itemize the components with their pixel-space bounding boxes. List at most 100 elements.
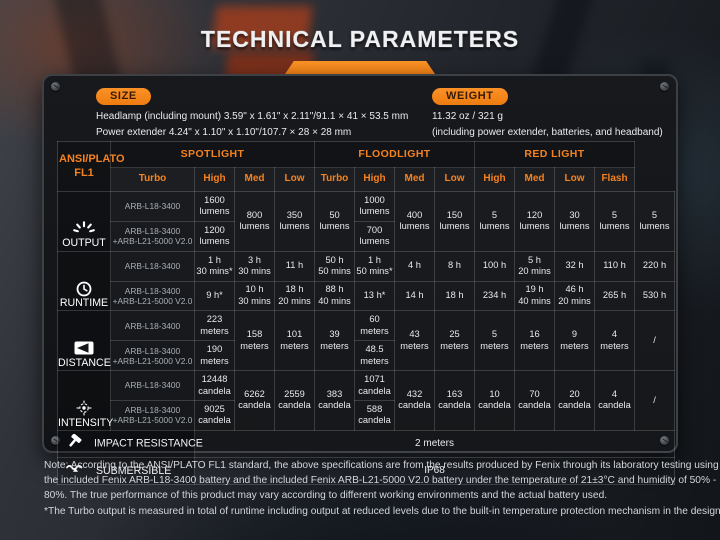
mode-header-cell: High (354, 167, 395, 192)
footnote-line: Note: According to the ANSI/PLATO FL1 st… (44, 460, 719, 471)
value-cell: 9 meters (554, 310, 595, 372)
value-cell: 10 candela (474, 370, 515, 431)
spec-table: ANSI/PLATO FL1 SPOTLIGHT FLOODLIGHT RED … (57, 141, 675, 485)
standard-header-cell: ANSI/PLATO FL1 (57, 141, 125, 192)
value-cell: 5 meters (474, 310, 515, 372)
value-cell: / (634, 310, 675, 372)
footnote-line: the included Fenix ARB-L18-3400 battery … (44, 475, 717, 487)
value-cell: 1 h 30 mins* (194, 250, 235, 282)
value-cell: 16 meters (514, 310, 555, 372)
submersible-text: SUBMERSIBLE (95, 464, 172, 477)
value-cell: 3 h 30 mins (234, 250, 275, 282)
value-cell: 5 lumens (594, 191, 635, 252)
section-label-intensity: INTENSITY (57, 370, 113, 431)
section-label-distance: DISTANCE (57, 310, 111, 372)
weight-section: WEIGHT 11.32 oz / 321 g (including power… (432, 86, 663, 140)
value-cell: 120 lumens (514, 191, 555, 252)
value-cell: 350 lumens (274, 191, 315, 252)
hammer-icon (66, 433, 83, 453)
size-extender-text: Power extender 4.24" x 1.10" x 1.10"/107… (96, 127, 352, 138)
section-label-runtime: RUNTIME (57, 250, 111, 312)
value-cell: 110 h (594, 250, 635, 282)
page-title: TECHNICAL PARAMETERS (200, 26, 520, 52)
weight-badge: WEIGHT (432, 88, 508, 105)
mode-header-cell: Low (434, 167, 475, 192)
value-cell: 5 lumens (634, 191, 675, 252)
beam-distance-icon (58, 325, 110, 355)
corner-screw-icon (51, 82, 60, 91)
value-cell: 32 h (554, 250, 595, 282)
value-cell: 50 lumens (314, 191, 355, 252)
value-cell: 530 h (634, 280, 675, 312)
mode-header-cell: Flash (594, 167, 635, 192)
value-cell: 30 lumens (554, 191, 595, 252)
battery-cell: ARB-L18-3400 +ARB-L21-5000 V2.0 (110, 220, 195, 252)
value-cell: 1200 lumens (194, 220, 235, 252)
mode-header-cell: Low (554, 167, 595, 192)
value-cell: 220 h (634, 250, 675, 282)
value-cell: 19 h 40 mins (514, 280, 555, 312)
value-cell: 18 h (434, 280, 475, 312)
corner-screw-icon (660, 82, 669, 91)
value-cell: 6262 candela (234, 370, 275, 431)
value-cell: 432 candela (394, 370, 435, 431)
value-cell: 25 meters (434, 310, 475, 372)
title-accent-tab (283, 61, 437, 77)
target-icon (58, 384, 110, 416)
footnote-line: 80%. The true performance of this produc… (44, 490, 608, 502)
value-cell: 5 h 20 mins (514, 250, 555, 282)
value-cell: 100 h (474, 250, 515, 282)
value-cell: 800 lumens (234, 191, 275, 252)
value-cell: 10 h 30 mins (234, 280, 275, 312)
section-label-text: OUTPUT (62, 237, 106, 250)
value-cell: 12448 candela (194, 370, 235, 401)
value-cell: 1071 candela (354, 370, 395, 401)
impact-resistance-label: IMPACT RESISTANCE (57, 429, 203, 458)
value-cell: 1000 lumens (354, 191, 395, 222)
mode-header-cell: High (474, 167, 515, 192)
value-cell: 20 candela (554, 370, 595, 431)
battery-cell: ARB-L18-3400 (110, 310, 195, 342)
footnote: Note: According to the ANSI/PLATO FL1 st… (44, 458, 720, 519)
value-cell: 11 h (274, 250, 315, 282)
value-cell: 70 candela (514, 370, 555, 431)
value-cell: 234 h (474, 280, 515, 312)
value-cell: 158 meters (234, 310, 275, 372)
value-cell: 190 meters (194, 340, 235, 372)
value-cell: 383 candela (314, 370, 355, 431)
size-headlamp-text: Headlamp (including mount) 3.59" x 1.61"… (96, 111, 409, 122)
value-cell: 4 candela (594, 370, 635, 431)
value-cell: 265 h (594, 280, 635, 312)
size-badge: SIZE (96, 88, 151, 105)
spec-panel: SIZE Headlamp (including mount) 3.59" x … (42, 74, 678, 485)
submersible-label: SUBMERSIBLE (57, 456, 195, 485)
water-submersion-icon (66, 463, 85, 479)
section-label-text: RUNTIME (59, 297, 109, 310)
group-header-redlight: RED LIGHT (474, 141, 635, 168)
value-cell: 43 meters (394, 310, 435, 372)
value-cell: 1 h 50 mins* (354, 250, 395, 282)
brightness-icon (58, 205, 110, 233)
corner-screw-icon (51, 436, 60, 445)
mode-header-cell: Turbo (314, 167, 355, 192)
value-cell: 48.5 meters (354, 340, 395, 372)
battery-cell: ARB-L18-3400 (110, 250, 195, 282)
value-cell: 101 meters (274, 310, 315, 372)
value-cell: 4 h (394, 250, 435, 282)
mode-header-cell: Low (274, 167, 315, 192)
footnote-line: *The Turbo output is measured in total o… (44, 505, 720, 517)
battery-cell: ARB-L18-3400 +ARB-L21-5000 V2.0 (110, 340, 195, 372)
value-cell: 39 meters (314, 310, 355, 372)
value-cell: 5 lumens (474, 191, 515, 252)
battery-cell: ARB-L18-3400 (110, 370, 195, 401)
mode-header-cell: High (194, 167, 235, 192)
clock-icon (58, 265, 110, 297)
value-cell: 163 candela (434, 370, 475, 431)
impact-resistance-value: 2 meters (194, 429, 675, 458)
value-cell: 18 h 20 mins (274, 280, 315, 312)
value-cell: 700 lumens (354, 220, 395, 252)
battery-cell: ARB-L18-3400 (110, 191, 195, 222)
mode-header-cell: Med (514, 167, 555, 192)
size-section: SIZE Headlamp (including mount) 3.59" x … (96, 86, 408, 140)
battery-cell: ARB-L18-3400 +ARB-L21-5000 V2.0 (110, 399, 195, 431)
